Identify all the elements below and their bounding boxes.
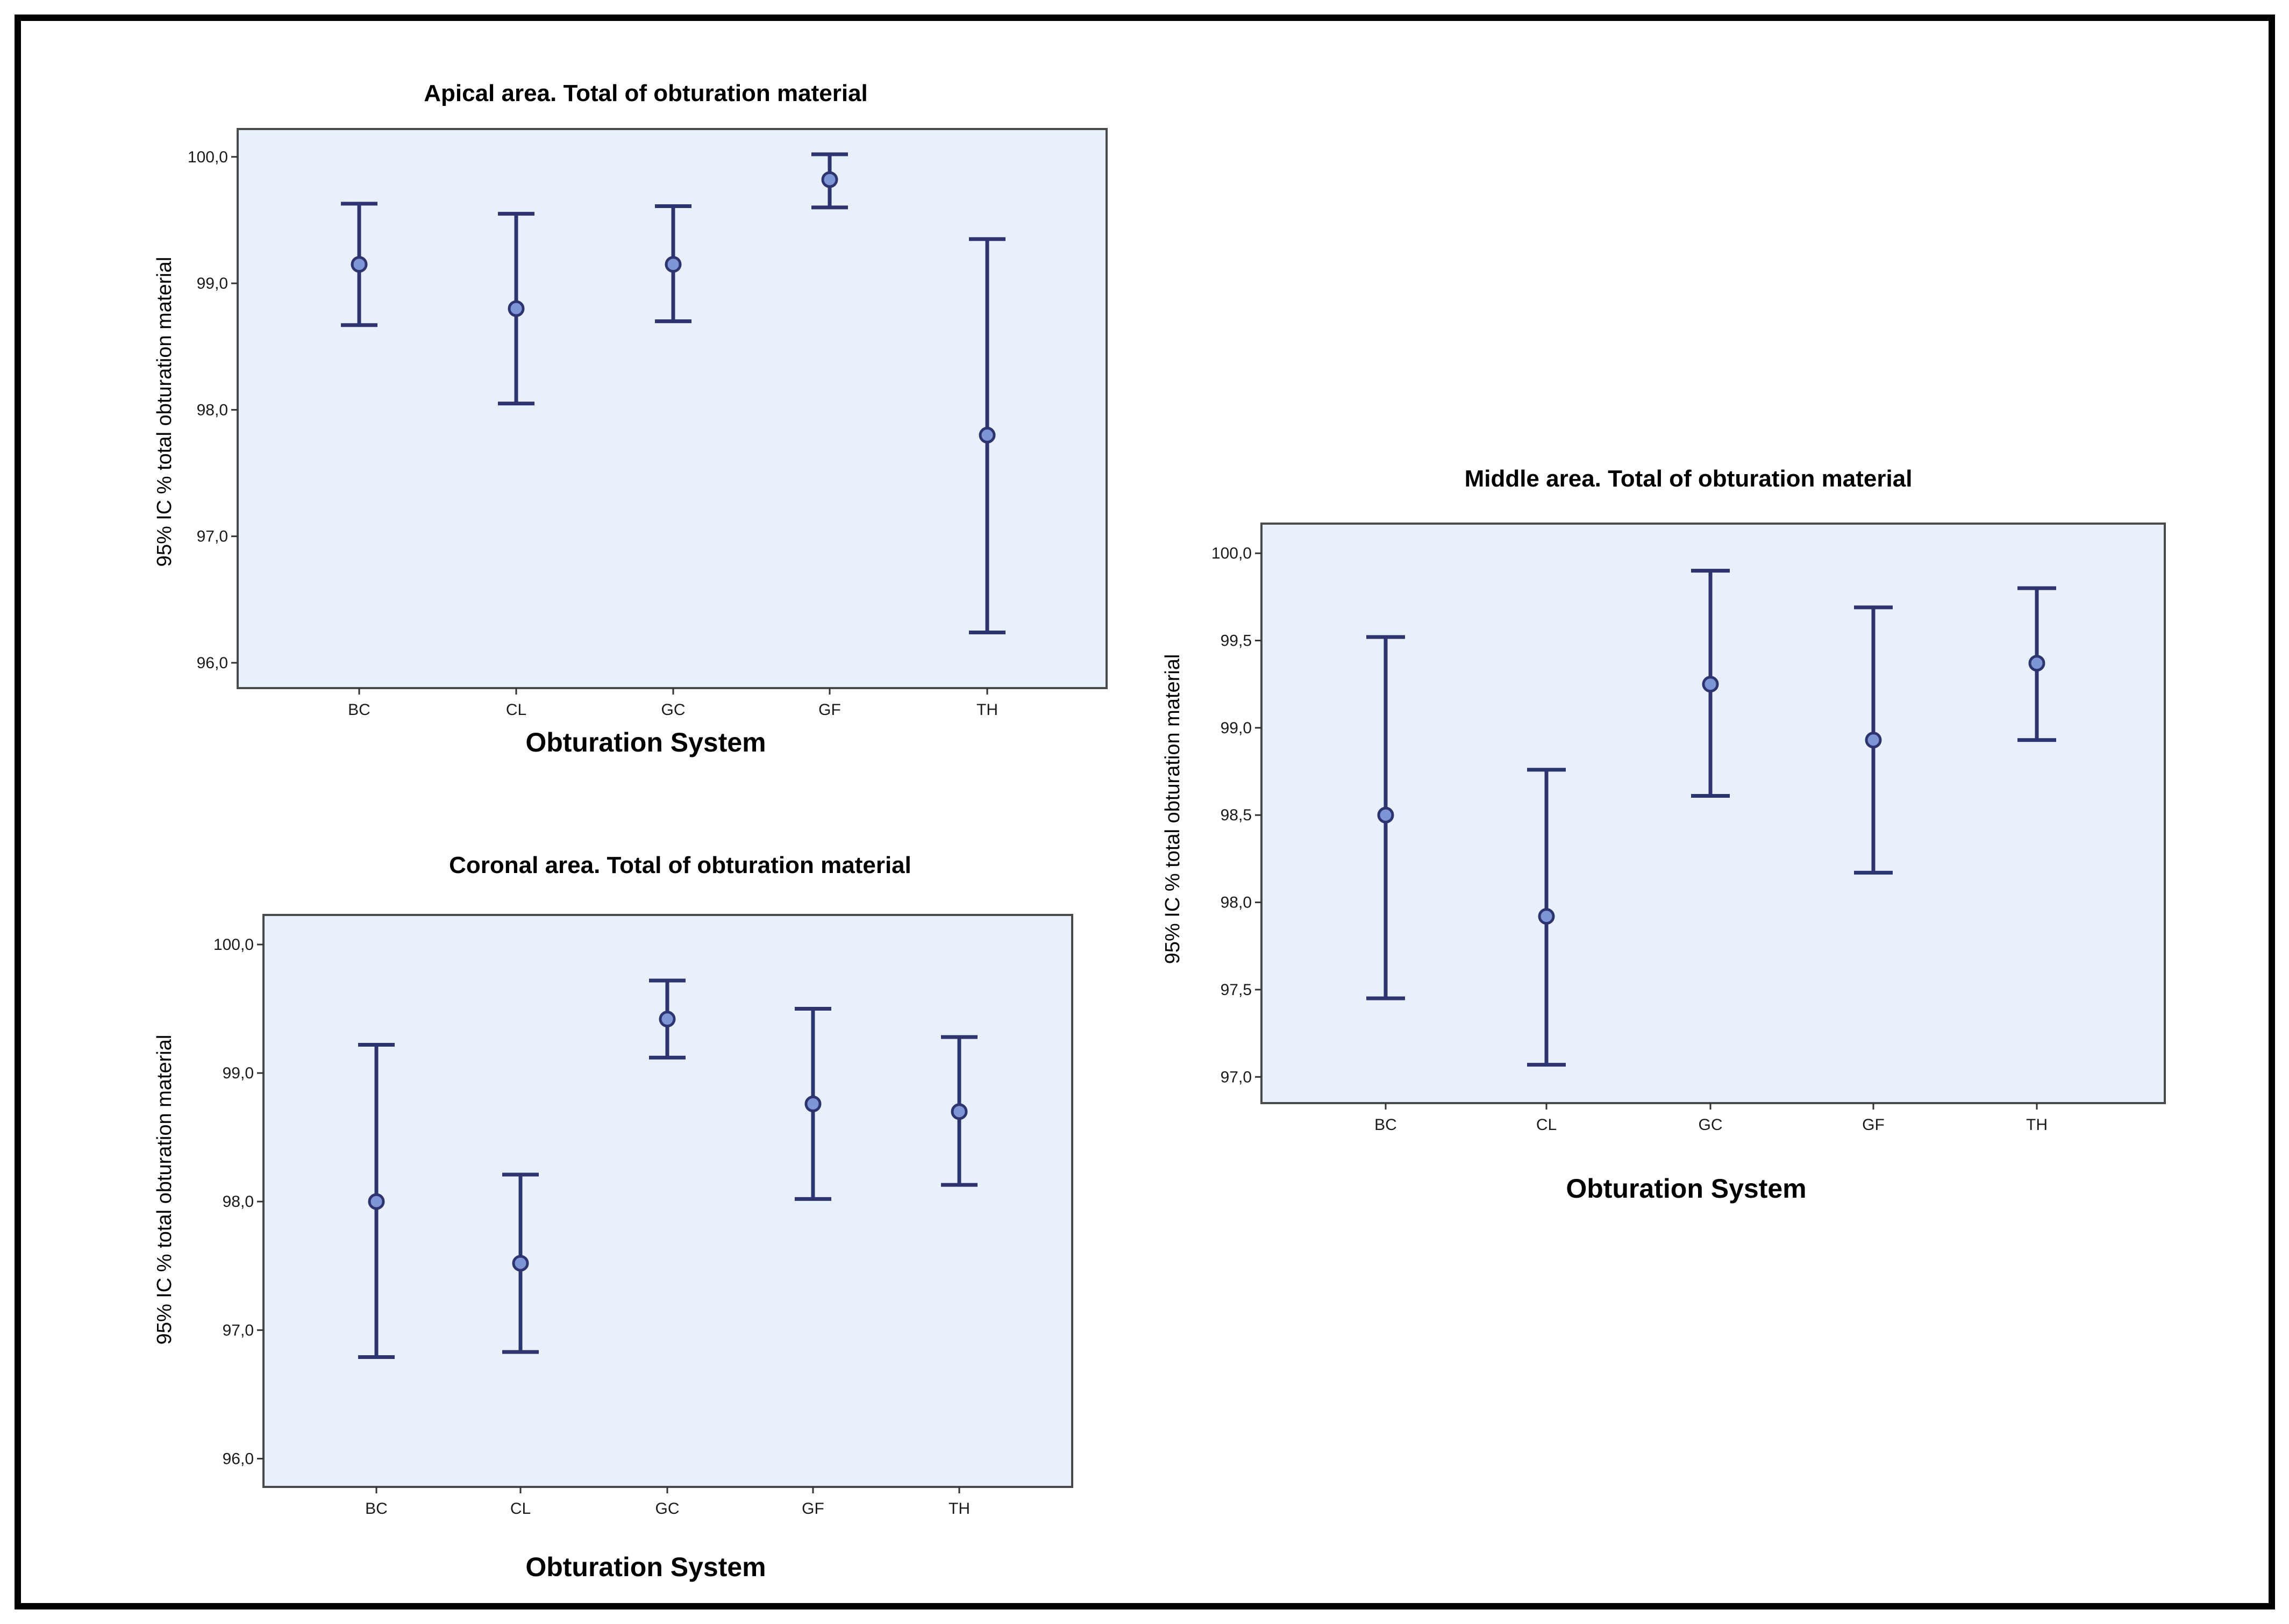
middle-mean-point-th [2028,655,2045,672]
coronal-mean-point-gc [659,1011,676,1028]
middle-y-tick-label: 99,0 [1221,719,1252,737]
coronal-x-axis: BC CL GC GF TH [365,1487,970,1518]
apical-x-axis: BC CL GC GF TH [348,688,998,719]
middle-y-axis: 97,0 97,5 98,0 98,5 99,0 99,5 100,0 [1211,545,1261,1086]
apical-x-axis-title: Obturation System [525,727,766,757]
coronal-y-axis-title: 95% IC % total obturation material [153,1035,176,1345]
middle-x-tick-label: BC [1374,1116,1397,1134]
apical-error-bars [341,152,1006,634]
apical-mean-point-gf [821,171,838,188]
apical-y-tick-label: 97,0 [197,528,228,546]
apical-mean-point-bc [351,256,368,273]
figure-frame [15,15,2275,1609]
middle-y-tick-label: 98,5 [1221,806,1252,824]
coronal-x-tick-label: GC [655,1500,680,1518]
apical-y-tick-label: 99,0 [197,275,228,292]
apical-x-tick-label: GC [661,701,686,719]
coronal-mean-point-bc [368,1193,385,1210]
coronal-y-tick-label: 98,0 [223,1193,254,1211]
middle-x-tick-label: GF [1862,1116,1885,1134]
coronal-chart-title: Coronal area. Total of obturation materi… [449,852,911,878]
apical-chart-title: Apical area. Total of obturation materia… [424,80,868,106]
coronal-y-axis: 96,0 97,0 98,0 99,0 100,0 [213,936,263,1468]
coronal-y-tick-label: 100,0 [213,936,254,954]
middle-y-tick-label: 97,5 [1221,981,1252,999]
apical-y-tick-label: 96,0 [197,654,228,672]
apical-x-tick-label: TH [976,701,998,719]
coronal-chart: Coronal area. Total of obturation materi… [153,852,1073,1582]
apical-mean-point-th [979,426,996,443]
middle-y-tick-label: 100,0 [1211,545,1252,562]
middle-y-tick-label: 98,0 [1221,894,1252,912]
apical-mean-point-cl [508,300,525,317]
middle-plot-area [1260,523,2166,1104]
coronal-error-bars [358,978,978,1360]
coronal-y-tick-label: 96,0 [223,1450,254,1468]
middle-chart: Middle area. Total of obturation materia… [1161,466,2166,1204]
coronal-x-tick-label: BC [365,1500,388,1518]
apical-x-tick-label: GF [818,701,841,719]
middle-x-tick-label: TH [2026,1116,2048,1134]
middle-error-bars [1366,569,2056,1067]
middle-y-axis-title: 95% IC % total obturation material [1161,654,1184,964]
middle-x-tick-label: GC [1699,1116,1723,1134]
middle-x-tick-label: CL [1536,1116,1557,1134]
apical-y-tick-label: 98,0 [197,401,228,419]
coronal-x-tick-label: GF [802,1500,824,1518]
coronal-y-tick-label: 99,0 [223,1064,254,1082]
middle-y-tick-label: 99,5 [1221,632,1252,650]
apical-chart: Apical area. Total of obturation materia… [153,80,1108,757]
middle-y-tick-label: 97,0 [1221,1068,1252,1086]
apical-mean-point-gc [665,256,682,273]
middle-x-axis-title: Obturation System [1566,1174,1806,1204]
apical-x-tick-label: CL [506,701,526,719]
middle-mean-point-cl [1538,908,1555,925]
apical-y-axis-title: 95% IC % total obturation material [153,257,176,567]
middle-mean-point-gf [1865,732,1882,749]
coronal-mean-point-gf [804,1095,822,1112]
middle-mean-point-bc [1377,806,1394,824]
middle-x-axis: BC CL GC GF TH [1374,1103,2048,1134]
middle-chart-title: Middle area. Total of obturation materia… [1465,466,1913,492]
apical-y-tick-label: 100,0 [188,148,228,166]
coronal-mean-point-cl [512,1255,529,1272]
apical-y-axis: 96,0 97,0 98,0 99,0 100,0 [188,148,238,672]
coronal-x-tick-label: TH [949,1500,970,1518]
coronal-x-tick-label: CL [510,1500,531,1518]
middle-mean-point-gc [1702,676,1719,693]
coronal-y-tick-label: 97,0 [223,1321,254,1339]
coronal-x-axis-title: Obturation System [525,1552,766,1582]
coronal-mean-point-th [951,1103,968,1120]
apical-x-tick-label: BC [348,701,370,719]
